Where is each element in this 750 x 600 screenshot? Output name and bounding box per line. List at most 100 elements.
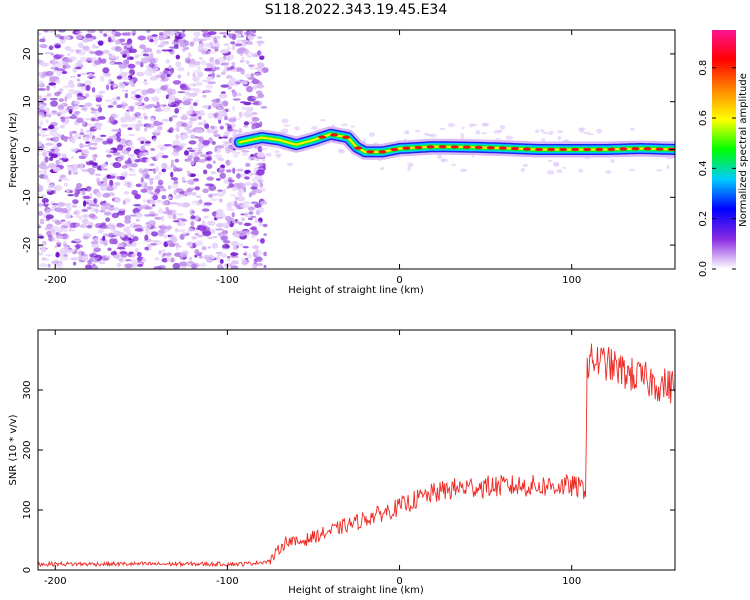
spectrogram-noise-blob (161, 155, 169, 159)
spectrogram-noise-blob (204, 67, 212, 72)
spectrogram-noise-blob (123, 197, 131, 204)
spectrogram-noise-blob (198, 136, 204, 143)
spectrogram-noise-blob (260, 238, 265, 244)
spectrogram-noise-blob (197, 147, 203, 153)
spectrogram-noise-blob (114, 46, 122, 52)
spectrogram-noise-blob (120, 51, 127, 55)
spectrogram-noise-blob (102, 193, 111, 198)
spectrogram-noise-blob (156, 199, 162, 203)
spectrogram-noise-blob (254, 67, 263, 70)
spectrogram-noise-blob (262, 223, 268, 228)
spectrogram-noise-blob (127, 127, 133, 131)
spectrogram-noise-blob (237, 117, 241, 121)
spectrogram-noise-blob (232, 167, 236, 174)
spectrogram-noise-blob (234, 233, 241, 239)
spectrogram-noise-blob (61, 86, 69, 89)
spectrogram-noise-blob (70, 136, 76, 143)
spectrogram-noise-blob (203, 202, 213, 206)
spectrogram-noise-blob (189, 105, 194, 112)
spectrogram-noise-blob (113, 251, 118, 256)
spectrogram-noise-blob (201, 246, 207, 251)
spectrogram-noise-blob (90, 138, 96, 142)
spectrogram-noise-blob (73, 239, 82, 242)
spectrogram-noise-blob (82, 214, 90, 219)
spectrogram-noise-blob (238, 189, 245, 192)
spectrogram-noise-blob (155, 185, 165, 189)
spectrogram-noise-blob (245, 60, 250, 65)
spectrogram-noise-blob (129, 214, 137, 217)
spectrogram-noise-blob (121, 89, 126, 93)
spectrogram-noise-blob (251, 117, 260, 122)
spectrogram-noise-blob (130, 259, 139, 263)
spectrogram-noise-blob (85, 129, 91, 133)
spectrogram-noise-blob (81, 106, 88, 112)
spectrogram-noise-blob (238, 111, 243, 118)
spectrogram-noise-blob (116, 96, 121, 100)
spectrogram-noise-blob (405, 129, 409, 134)
spectrogram-noise-blob (123, 190, 130, 195)
spectrogram-noise-blob (63, 35, 71, 41)
spectrogram-noise-blob (51, 203, 59, 206)
spectrogram-noise-blob (63, 136, 68, 142)
spectrogram-noise-blob (189, 92, 198, 97)
spectrogram-noise-blob (248, 40, 253, 46)
spectrogram-noise-blob (63, 202, 72, 207)
spectrogram-noise-blob (169, 234, 176, 239)
spectrogram-noise-blob (75, 215, 83, 218)
spectrogram-noise-blob (151, 200, 155, 204)
spectrogram-noise-blob (124, 111, 131, 117)
spectrogram-y-tick-label: 0 (22, 146, 33, 152)
spectrogram-noise-blob (274, 153, 283, 156)
spectrogram-noise-blob (211, 99, 220, 103)
spectrogram-noise-blob (38, 82, 43, 86)
spectrogram-noise-blob (182, 180, 187, 183)
spectrogram-noise-blob (197, 234, 204, 238)
spectrogram-noise-blob (175, 33, 180, 36)
spectrogram-noise-blob (182, 30, 186, 33)
spectrogram-noise-blob (95, 118, 100, 122)
spectrogram-noise-blob (67, 220, 72, 226)
spectrogram-noise-blob (124, 259, 132, 262)
spectrogram-noise-blob (38, 211, 44, 216)
spectrogram-noise-blob (202, 139, 210, 146)
spectrogram-noise-blob (85, 84, 91, 92)
spectrogram-noise-blob (110, 182, 114, 188)
spectrogram-noise-blob (39, 120, 44, 127)
spectrogram-noise-blob (186, 71, 190, 77)
spectrogram-noise-blob (583, 131, 591, 135)
spectrogram-noise-blob (212, 160, 216, 164)
spectrogram-noise-blob (93, 122, 103, 128)
spectrogram-noise-blob (208, 194, 213, 198)
spectrogram-noise-blob (243, 212, 249, 218)
spectrogram-noise-blob (45, 71, 54, 77)
spectrogram-noise-blob (236, 182, 246, 189)
spectrogram-noise-blob (274, 150, 280, 154)
snr-x-label: Height of straight line (km) (288, 585, 424, 596)
spectrogram-noise-blob (200, 59, 206, 66)
spectrogram-noise-blob (226, 201, 236, 206)
spectrogram-noise-blob (186, 131, 193, 135)
spectrogram-noise-blob (209, 56, 215, 63)
spectrogram-noise-blob (59, 226, 64, 233)
spectrogram-noise-blob (226, 47, 232, 50)
spectrogram-noise-blob (236, 173, 241, 179)
spectrogram-noise-blob (187, 120, 194, 126)
spectrogram-noise-blob (203, 215, 209, 219)
spectrogram-noise-blob (217, 56, 226, 63)
spectrogram-noise-blob (135, 123, 145, 127)
spectrogram-noise-blob (238, 128, 243, 134)
spectrogram-noise-blob (146, 123, 155, 129)
spectrogram-noise-blob (250, 233, 256, 239)
spectrogram-noise-blob (161, 200, 169, 206)
spectrogram-noise-blob (48, 125, 55, 130)
spectrogram-noise-blob (629, 168, 635, 171)
spectrogram-noise-blob (109, 172, 118, 176)
spectrogram-ridge-peak (426, 145, 435, 149)
spectrogram-noise-blob (238, 243, 244, 247)
spectrogram-noise-blob (91, 35, 97, 40)
spectrogram-ridge-peak (438, 145, 447, 149)
spectrogram-noise-blob (207, 50, 217, 54)
spectrogram-noise-blob (201, 79, 211, 83)
spectrogram-noise-blob (79, 56, 89, 63)
